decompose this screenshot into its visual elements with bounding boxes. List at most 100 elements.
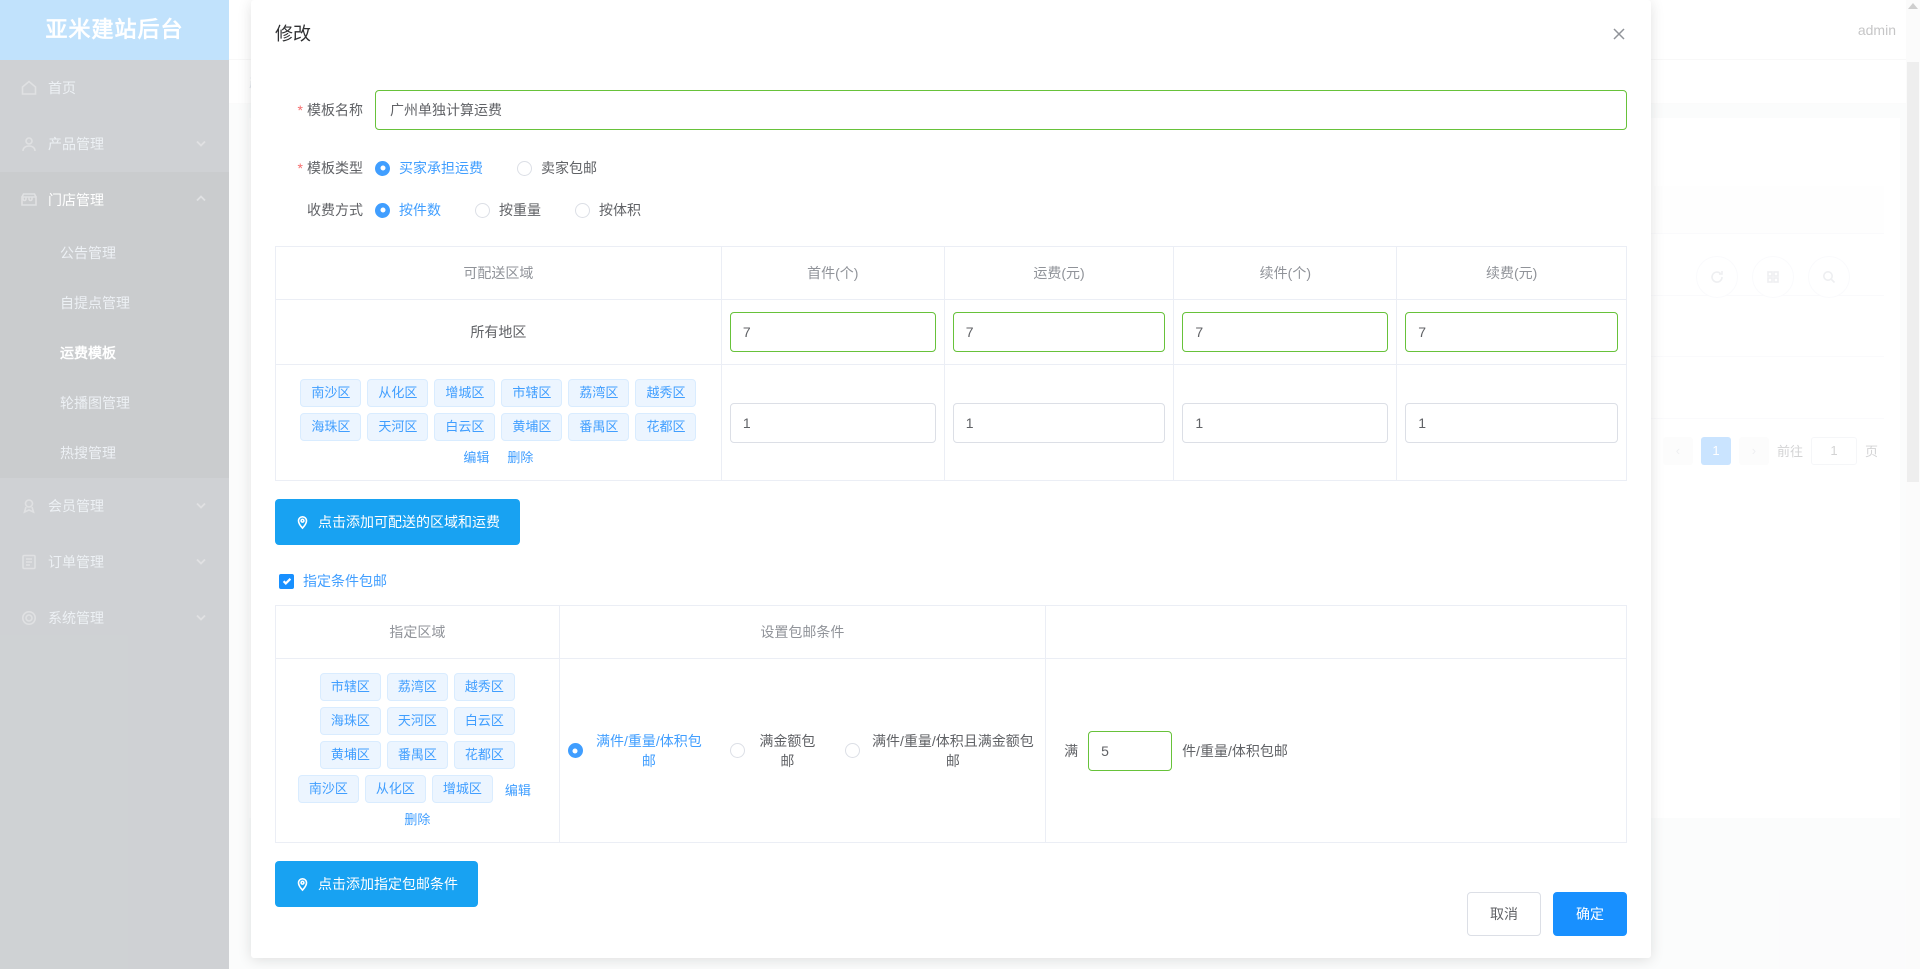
threshold-input[interactable] xyxy=(1088,730,1173,771)
cell-next-qty xyxy=(1173,364,1398,481)
threshold-suffix-label: 件/重量/体积包邮 xyxy=(1182,742,1288,759)
dialog-footer: 取消 确定 xyxy=(1467,892,1627,936)
free-shipping-condition-table: 指定区域 设置包邮条件 市辖区 荔湾区 越秀区 海珠区 天河区 白云区 xyxy=(275,605,1627,843)
deliverable-region-table: 可配送区域 首件(个) 运费(元) 续件(个) 续费(元) 所有地区 xyxy=(275,246,1627,481)
radio-by-volume[interactable]: 按体积 xyxy=(575,200,641,220)
designated-region-tag[interactable]: 天河区 xyxy=(386,707,448,735)
add-deliverable-region-button[interactable]: 点击添加可配送的区域和运费 xyxy=(275,499,520,545)
cell-first-qty xyxy=(721,364,945,481)
region-tag[interactable]: 南沙区 xyxy=(300,379,362,407)
free-shipping-condition-label: 指定条件包邮 xyxy=(303,573,387,589)
cell-region-tags: 南沙区 从化区 增城区 市辖区 荔湾区 越秀区 海珠区 天河区 白云区 黄埔区 … xyxy=(275,364,722,481)
fee-method-radio-group: 按件数 按重量 按体积 xyxy=(375,200,641,220)
designated-region-tag[interactable]: 黄埔区 xyxy=(319,741,381,769)
designated-region-tag[interactable]: 增城区 xyxy=(431,775,493,803)
region-tag[interactable]: 花都区 xyxy=(635,413,697,441)
template-type-label: * 模板类型 xyxy=(275,158,375,178)
region-tag-list: 南沙区 从化区 增城区 市辖区 荔湾区 越秀区 海珠区 天河区 白云区 黄埔区 … xyxy=(284,377,713,468)
edit-shipping-template-dialog: 修改 *模板名称 *模板类型 买家承担运费 卖家包邮 xyxy=(251,0,1651,958)
radio-full-amount[interactable]: 满金额包邮 xyxy=(730,731,821,771)
cell-first-qty xyxy=(721,299,945,365)
radio-dot-icon xyxy=(375,160,390,176)
radio-label: 按体积 xyxy=(599,202,641,218)
template-name-row: * 模板名称 xyxy=(275,74,1627,148)
radio-label: 满件/重量/体积且满金额包邮 xyxy=(871,732,1034,769)
cell-threshold: 满 件/重量/体积包邮 xyxy=(1046,659,1627,843)
template-type-row: * 模板类型 买家承担运费 卖家包邮 xyxy=(275,148,1627,190)
designated-region-edit-link[interactable]: 编辑 xyxy=(504,782,531,798)
region-tag[interactable]: 从化区 xyxy=(367,379,429,407)
column-first-fee: 运费(元) xyxy=(944,246,1175,300)
column-next-fee: 续费(元) xyxy=(1396,246,1627,300)
designated-region-tag[interactable]: 南沙区 xyxy=(297,775,359,803)
cancel-button[interactable]: 取消 xyxy=(1467,892,1541,936)
table-row: 所有地区 xyxy=(275,299,1627,365)
region-tag[interactable]: 越秀区 xyxy=(635,379,697,407)
location-pin-icon xyxy=(297,877,308,891)
first-qty-input-row2[interactable] xyxy=(729,402,936,443)
region-delete-link[interactable]: 删除 xyxy=(507,450,534,465)
cell-next-fee xyxy=(1396,299,1627,365)
designated-region-tag[interactable]: 花都区 xyxy=(453,741,515,769)
confirm-button[interactable]: 确定 xyxy=(1553,892,1627,936)
first-qty-input-row1[interactable] xyxy=(729,312,936,352)
template-name-input[interactable] xyxy=(375,90,1627,130)
cell-first-fee xyxy=(944,299,1175,365)
next-qty-input-row1[interactable] xyxy=(1182,312,1389,352)
designated-region-tag[interactable]: 越秀区 xyxy=(453,673,515,701)
region-tag[interactable]: 番禺区 xyxy=(568,413,630,441)
radio-label: 按重量 xyxy=(499,202,541,218)
region-tag[interactable]: 白云区 xyxy=(434,413,496,441)
designated-region-delete-link[interactable]: 删除 xyxy=(404,812,431,827)
designated-region-tag[interactable]: 番禺区 xyxy=(386,741,448,769)
add-deliverable-region-label: 点击添加可配送的区域和运费 xyxy=(318,514,500,530)
add-free-shipping-condition-label: 点击添加指定包邮条件 xyxy=(318,876,458,892)
radio-seller-free-shipping[interactable]: 卖家包邮 xyxy=(517,158,597,178)
radio-full-qty-weight-volume[interactable]: 满件/重量/体积包邮 xyxy=(567,731,706,771)
column-first-qty: 首件(个) xyxy=(721,246,945,300)
check-icon[interactable] xyxy=(279,573,294,589)
designated-region-tag[interactable]: 市辖区 xyxy=(319,673,381,701)
region-tag[interactable]: 天河区 xyxy=(367,413,429,441)
add-free-condition-row: 点击添加指定包邮条件 xyxy=(275,861,1627,907)
next-qty-input-row2[interactable] xyxy=(1182,402,1389,443)
template-type-label-text: 模板类型 xyxy=(307,160,363,176)
dialog-title: 修改 xyxy=(275,24,311,44)
region-tag[interactable]: 荔湾区 xyxy=(568,379,630,407)
add-free-shipping-condition-button[interactable]: 点击添加指定包邮条件 xyxy=(275,861,478,907)
radio-by-weight[interactable]: 按重量 xyxy=(475,200,541,220)
fee-method-row: 收费方式 按件数 按重量 按体积 xyxy=(275,190,1627,232)
radio-buyer-pays-shipping[interactable]: 买家承担运费 xyxy=(375,158,483,178)
radio-label: 满件/重量/体积包邮 xyxy=(596,732,702,769)
designated-region-tag[interactable]: 荔湾区 xyxy=(386,673,448,701)
free-condition-radio-group: 满件/重量/体积包邮 满金额包邮 满件/重量/体积且满金额包邮 xyxy=(567,731,1037,771)
radio-label: 满金额包邮 xyxy=(759,732,816,769)
free-shipping-condition-checkbox-row[interactable]: 指定条件包邮 xyxy=(279,571,1627,591)
region-tag[interactable]: 海珠区 xyxy=(300,413,362,441)
radio-dot-icon xyxy=(375,202,390,218)
region-tag[interactable]: 市辖区 xyxy=(501,379,563,407)
first-fee-input-row2[interactable] xyxy=(952,402,1166,443)
radio-full-qty-and-amount[interactable]: 满件/重量/体积且满金额包邮 xyxy=(844,731,1037,771)
designated-region-tag[interactable]: 从化区 xyxy=(364,775,426,803)
radio-by-piece[interactable]: 按件数 xyxy=(375,200,441,220)
radio-label: 买家承担运费 xyxy=(399,160,483,176)
first-fee-input-row1[interactable] xyxy=(952,312,1166,352)
radio-dot-icon xyxy=(517,160,532,176)
region-table-body: 所有地区 xyxy=(275,299,1627,481)
threshold-prefix-label: 满 xyxy=(1064,742,1079,759)
template-name-label-text: 模板名称 xyxy=(307,102,363,118)
dialog-header: 修改 xyxy=(251,0,1651,66)
next-fee-input-row2[interactable] xyxy=(1405,402,1618,443)
cell-region-all: 所有地区 xyxy=(275,299,722,365)
designated-region-tag[interactable]: 白云区 xyxy=(453,707,515,735)
next-fee-input-row1[interactable] xyxy=(1405,312,1618,352)
close-icon[interactable] xyxy=(1607,22,1631,46)
column-next-qty: 续件(个) xyxy=(1173,246,1398,300)
fee-method-label: 收费方式 xyxy=(275,200,375,220)
designated-region-tag[interactable]: 海珠区 xyxy=(319,707,381,735)
region-tag[interactable]: 黄埔区 xyxy=(501,413,563,441)
cell-designated-region-tags: 市辖区 荔湾区 越秀区 海珠区 天河区 白云区 黄埔区 番禺区 花都区 南沙区 … xyxy=(275,658,560,843)
region-tag[interactable]: 增城区 xyxy=(434,379,496,407)
region-edit-link[interactable]: 编辑 xyxy=(463,450,490,465)
